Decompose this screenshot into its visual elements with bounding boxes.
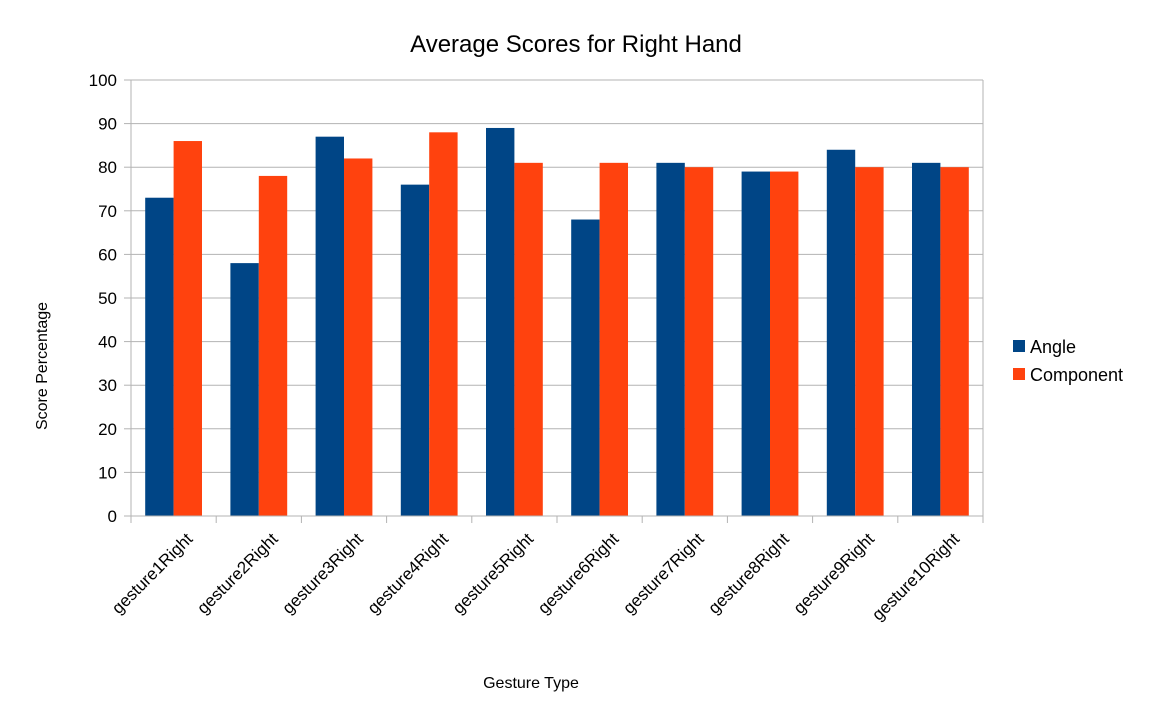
legend: Angle Component xyxy=(1013,337,1123,385)
y-tick-label: 60 xyxy=(98,245,117,264)
x-tick-label: gesture7Right xyxy=(619,529,707,617)
x-tick-labels: gesture1Rightgesture2Rightgesture3Rightg… xyxy=(108,529,963,624)
bar-component-gesture3Right xyxy=(344,158,373,517)
x-tick-label: gesture6Right xyxy=(534,529,622,617)
bar-component-gesture8Right xyxy=(770,171,799,516)
bar-angle-gesture10Right xyxy=(912,162,941,516)
bar-component-gesture4Right xyxy=(429,132,458,516)
bars xyxy=(145,127,969,517)
y-tick-label: 90 xyxy=(98,115,117,134)
bar-component-gesture7Right xyxy=(684,167,714,516)
bar-component-gesture5Right xyxy=(514,162,543,516)
bar-component-gesture10Right xyxy=(940,167,969,516)
y-tick-label: 30 xyxy=(98,376,117,395)
axes xyxy=(124,79,984,523)
bar-angle-gesture9Right xyxy=(826,149,856,516)
legend-swatch-component xyxy=(1013,368,1025,380)
y-tick-labels: 0 10 20 30 40 50 60 70 80 90 100 xyxy=(89,71,117,526)
bar-angle-gesture4Right xyxy=(400,184,430,516)
legend-label-angle: Angle xyxy=(1030,337,1076,357)
y-tick-label: 80 xyxy=(98,158,117,177)
x-axis-label: Gesture Type xyxy=(483,675,579,692)
bar-angle-gesture1Right xyxy=(145,197,174,516)
x-tick-label: gesture3Right xyxy=(279,529,367,617)
x-tick-label: gesture2Right xyxy=(193,529,281,617)
bar-angle-gesture2Right xyxy=(230,263,259,516)
y-tick-label: 0 xyxy=(108,507,117,526)
bar-angle-gesture8Right xyxy=(741,171,770,516)
y-tick-label: 100 xyxy=(89,71,117,90)
x-tick-label: gesture4Right xyxy=(364,529,452,617)
y-axis-label: Score Percentage xyxy=(34,302,51,430)
chart-title: Average Scores for Right Hand xyxy=(410,31,742,58)
x-tick-label: gesture10Right xyxy=(868,529,963,624)
y-tick-label: 20 xyxy=(98,420,117,439)
x-tick-label: gesture8Right xyxy=(705,529,793,617)
legend-label-component: Component xyxy=(1030,365,1123,385)
bar-component-gesture1Right xyxy=(173,141,202,517)
bar-angle-gesture5Right xyxy=(486,127,515,517)
bar-angle-gesture7Right xyxy=(656,162,685,516)
y-tick-label: 10 xyxy=(98,463,117,482)
bar-component-gesture2Right xyxy=(258,175,288,517)
y-tick-label: 40 xyxy=(98,333,117,352)
x-tick-label: gesture9Right xyxy=(790,529,878,617)
legend-swatch-angle xyxy=(1013,340,1025,352)
y-tick-label: 70 xyxy=(98,202,117,221)
x-tick-label: gesture1Right xyxy=(108,529,196,617)
bar-component-gesture9Right xyxy=(855,167,884,516)
bar-component-gesture6Right xyxy=(599,162,628,516)
x-tick-label: gesture5Right xyxy=(449,529,537,617)
y-tick-label: 50 xyxy=(98,289,117,308)
bar-angle-gesture3Right xyxy=(315,136,344,516)
bar-angle-gesture6Right xyxy=(571,219,600,516)
